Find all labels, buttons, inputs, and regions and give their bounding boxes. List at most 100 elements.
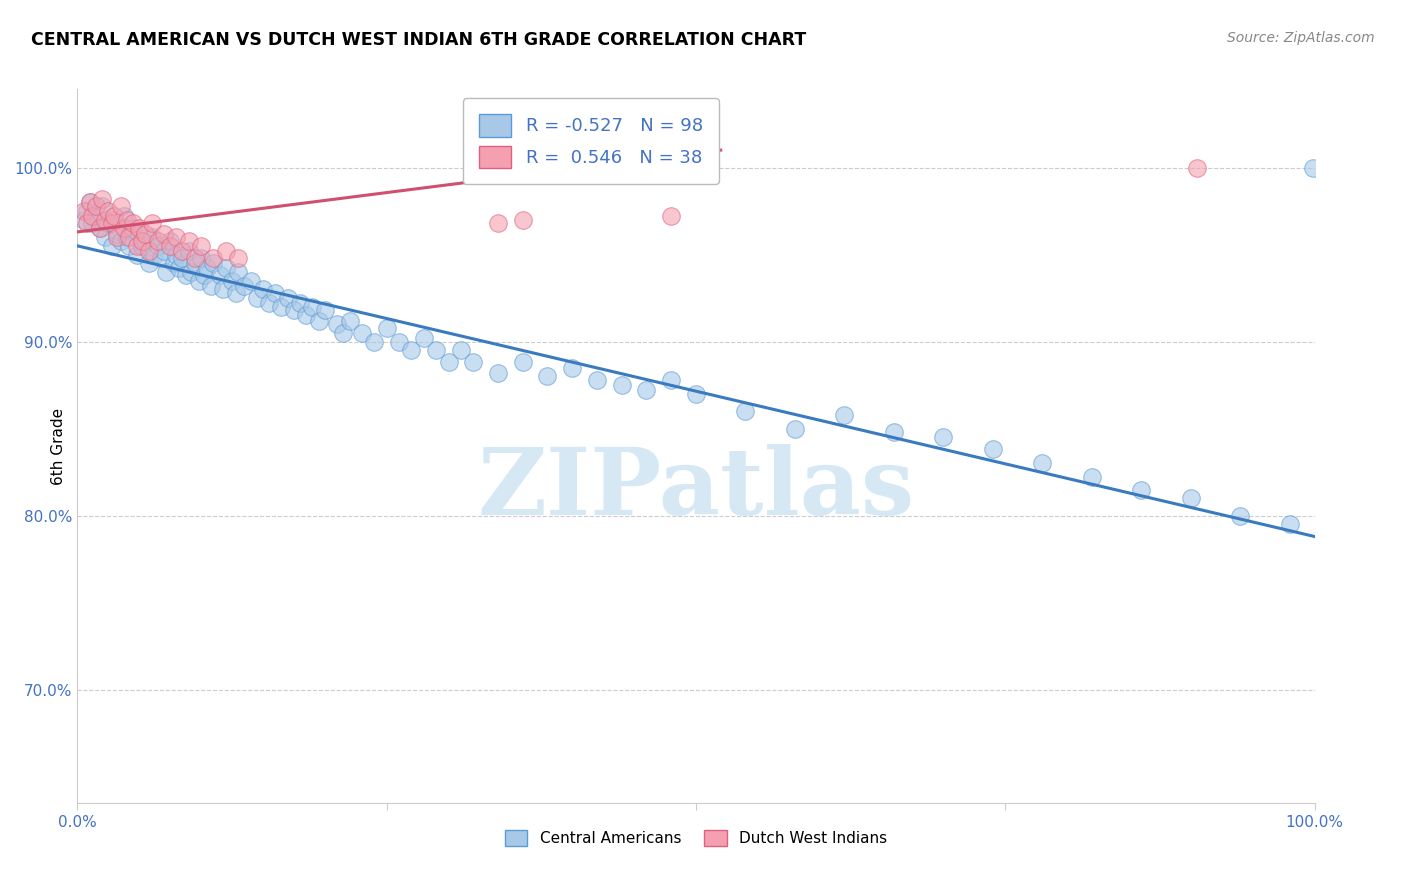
- Point: [350, 326, 373, 340]
- Point: [159, 234, 181, 248]
- Point: [1180, 491, 1202, 506]
- Point: [143, 247, 166, 261]
- Point: [301, 300, 323, 314]
- Point: [883, 425, 905, 439]
- Point: [91, 199, 114, 213]
- Point: [172, 244, 194, 258]
- Point: [437, 355, 460, 369]
- Point: [1229, 508, 1251, 523]
- Text: CENTRAL AMERICAN VS DUTCH WEST INDIAN 6TH GRADE CORRELATION CHART: CENTRAL AMERICAN VS DUTCH WEST INDIAN 6T…: [31, 31, 806, 49]
- Point: [165, 230, 187, 244]
- Point: [76, 204, 98, 219]
- Point: [101, 216, 124, 230]
- Point: [131, 234, 153, 248]
- Point: [146, 234, 169, 248]
- Point: [512, 212, 534, 227]
- Point: [115, 230, 138, 244]
- Point: [659, 209, 682, 223]
- Point: [375, 320, 398, 334]
- Point: [93, 212, 115, 227]
- Point: [103, 212, 125, 227]
- Point: [128, 221, 150, 235]
- Point: [363, 334, 385, 349]
- Point: [122, 216, 145, 230]
- Point: [97, 216, 120, 230]
- Point: [91, 192, 114, 206]
- Point: [233, 278, 256, 293]
- Point: [239, 274, 262, 288]
- Point: [159, 239, 181, 253]
- Point: [212, 282, 235, 296]
- Point: [450, 343, 472, 358]
- Point: [536, 369, 558, 384]
- Point: [283, 303, 305, 318]
- Point: [112, 209, 135, 223]
- Point: [200, 278, 222, 293]
- Point: [118, 239, 141, 253]
- Point: [610, 378, 633, 392]
- Point: [79, 195, 101, 210]
- Point: [425, 343, 447, 358]
- Point: [226, 265, 249, 279]
- Point: [112, 221, 135, 235]
- Point: [981, 442, 1004, 457]
- Point: [101, 239, 124, 253]
- Point: [401, 343, 423, 358]
- Point: [252, 282, 274, 296]
- Point: [134, 234, 156, 248]
- Point: [202, 251, 225, 265]
- Point: [177, 234, 200, 248]
- Point: [134, 227, 156, 241]
- Text: ZIPatlas: ZIPatlas: [478, 444, 914, 533]
- Point: [388, 334, 411, 349]
- Point: [659, 373, 682, 387]
- Point: [141, 230, 163, 244]
- Point: [486, 366, 509, 380]
- Point: [105, 227, 128, 241]
- Point: [264, 285, 287, 300]
- Point: [93, 230, 115, 244]
- Point: [636, 384, 658, 398]
- Point: [115, 212, 138, 227]
- Y-axis label: 6th Grade: 6th Grade: [51, 408, 66, 484]
- Point: [190, 239, 212, 253]
- Point: [308, 314, 330, 328]
- Point: [89, 221, 111, 235]
- Point: [125, 239, 148, 253]
- Point: [138, 244, 160, 258]
- Point: [177, 244, 200, 258]
- Point: [412, 331, 434, 345]
- Point: [141, 216, 163, 230]
- Point: [246, 291, 269, 305]
- Point: [84, 209, 107, 223]
- Point: [153, 244, 176, 258]
- Point: [195, 261, 218, 276]
- Point: [1031, 457, 1053, 471]
- Point: [138, 256, 160, 270]
- Point: [84, 199, 107, 213]
- Point: [153, 227, 176, 241]
- Point: [1278, 517, 1301, 532]
- Point: [277, 291, 299, 305]
- Point: [103, 209, 125, 223]
- Point: [225, 285, 247, 300]
- Text: Source: ZipAtlas.com: Source: ZipAtlas.com: [1227, 31, 1375, 45]
- Point: [295, 309, 318, 323]
- Point: [208, 268, 231, 283]
- Point: [187, 274, 209, 288]
- Point: [72, 212, 94, 227]
- Point: [193, 268, 215, 283]
- Point: [110, 234, 132, 248]
- Point: [163, 256, 186, 270]
- Point: [685, 386, 707, 401]
- Point: [561, 360, 583, 375]
- Point: [226, 251, 249, 265]
- Point: [174, 268, 197, 283]
- Point: [82, 216, 104, 230]
- Point: [215, 261, 238, 276]
- Point: [128, 227, 150, 241]
- Point: [79, 195, 101, 210]
- Point: [270, 300, 292, 314]
- Point: [783, 421, 806, 435]
- Point: [257, 296, 280, 310]
